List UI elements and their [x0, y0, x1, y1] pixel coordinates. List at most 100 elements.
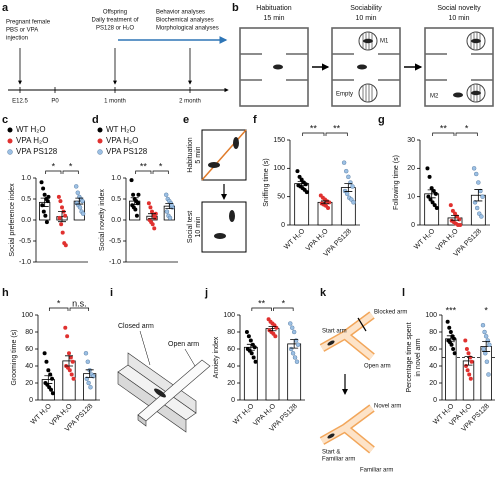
- data-point: [60, 230, 65, 235]
- error-bar: [268, 326, 277, 332]
- y-tick-label: 100: [425, 312, 437, 319]
- panel-label: i: [110, 287, 113, 299]
- data-point: [474, 205, 480, 211]
- y-tick-label: 20: [227, 380, 235, 387]
- data-point: [464, 364, 469, 368]
- data-point: [299, 177, 304, 182]
- panel-e: e Habituation 5 min Social test 10 min: [183, 114, 247, 253]
- significance-label: ***: [446, 305, 457, 315]
- data-point: [290, 351, 296, 356]
- data-point: [68, 355, 73, 360]
- error-bar: [321, 200, 329, 205]
- y-tick-label: -1.0: [19, 259, 31, 266]
- panel-label: l: [402, 287, 405, 299]
- y-tick-label: 40: [25, 363, 33, 370]
- panel-label: d: [92, 114, 99, 126]
- timepoint: P0: [51, 99, 59, 105]
- y-tick-label: 0.5: [21, 196, 31, 203]
- arena: [201, 201, 247, 253]
- data-point: [480, 194, 485, 199]
- data-point: [452, 351, 457, 356]
- phase-name: Social test: [187, 211, 194, 243]
- y-tick-label: 40: [429, 363, 437, 370]
- data-point: [41, 186, 46, 191]
- block: [357, 317, 367, 332]
- panel-label: e: [183, 114, 189, 126]
- data-point: [288, 346, 294, 352]
- data-point: [43, 213, 48, 218]
- significance-bracket: [48, 307, 69, 311]
- y-tick-label: 20: [429, 380, 437, 387]
- data-point: [295, 342, 301, 347]
- label: injection: [6, 36, 28, 42]
- y-tick-label: 0: [231, 397, 235, 404]
- data-point: [59, 222, 64, 227]
- data-point: [294, 359, 300, 364]
- y-axis-title: Grooming time (s): [11, 329, 18, 385]
- data-point: [468, 376, 473, 381]
- error-bar: [85, 369, 94, 378]
- error-bar: [474, 189, 483, 202]
- significance-label: **: [333, 123, 341, 133]
- mouse: [327, 340, 335, 346]
- data-point: [67, 368, 72, 373]
- data-point: [290, 325, 295, 330]
- y-tick-label: 150: [273, 137, 285, 144]
- label: Morphological analyses: [156, 26, 219, 32]
- data-point: [85, 359, 91, 364]
- data-point: [246, 334, 251, 339]
- data-point: [346, 174, 351, 180]
- panel-k: k Blocked arm Start arm Open arm Novel a…: [319, 287, 407, 474]
- arm-label: Blocked arm: [374, 310, 407, 316]
- data-point: [351, 200, 356, 205]
- panel-label: c: [2, 114, 8, 126]
- data-point: [251, 355, 256, 360]
- y-tick-label: -0.5: [19, 238, 31, 245]
- data-point: [58, 199, 63, 204]
- y-axis-title: Percentage time spent: [406, 322, 413, 392]
- data-point: [273, 334, 278, 339]
- arm-label: Closed arm: [118, 323, 154, 330]
- timepoint: E12.5: [12, 99, 28, 105]
- arena: [239, 27, 309, 107]
- error-bar: [130, 197, 139, 205]
- data-point: [50, 376, 55, 381]
- significance-bracket: [455, 132, 478, 136]
- y-tick-label: 100: [223, 312, 235, 319]
- data-point: [471, 166, 477, 171]
- data-point: [467, 372, 472, 377]
- divider: [201, 129, 247, 181]
- data-point: [167, 215, 173, 221]
- data-point: [430, 200, 435, 205]
- legend-marker: [97, 138, 103, 144]
- data-point: [452, 336, 457, 341]
- legend-label: VPA PS128: [16, 147, 58, 156]
- significance-bracket: [45, 170, 62, 174]
- data-point: [304, 190, 309, 195]
- stage-name: Sociability: [350, 5, 382, 12]
- data-point: [457, 217, 462, 222]
- error-bar: [148, 213, 156, 220]
- mouse: [154, 388, 166, 398]
- label: Biochemical analyses: [156, 18, 214, 24]
- error-bar: [246, 343, 255, 351]
- error-bar: [482, 340, 491, 352]
- data-point: [136, 192, 141, 197]
- y-tick-label: 10: [407, 194, 415, 201]
- significance-bracket: [152, 170, 169, 174]
- panel-label: g: [378, 114, 385, 126]
- y-tick-label: 30: [407, 137, 415, 144]
- stage-duration: 10 min: [448, 15, 469, 22]
- arm-label: Start &: [322, 450, 340, 456]
- data-point: [463, 338, 468, 343]
- timepoint: 1 month: [104, 99, 126, 105]
- data-point: [447, 325, 452, 330]
- significance-bracket: [432, 132, 455, 136]
- stage-name: Social novelty: [437, 5, 481, 12]
- data-point: [41, 209, 46, 214]
- label: Behavior analyses: [156, 10, 205, 16]
- significance-label: **: [258, 298, 266, 308]
- y-tick-label: 20: [407, 165, 415, 172]
- label: PS128 or H₂O: [96, 26, 134, 32]
- mouse: [233, 137, 239, 149]
